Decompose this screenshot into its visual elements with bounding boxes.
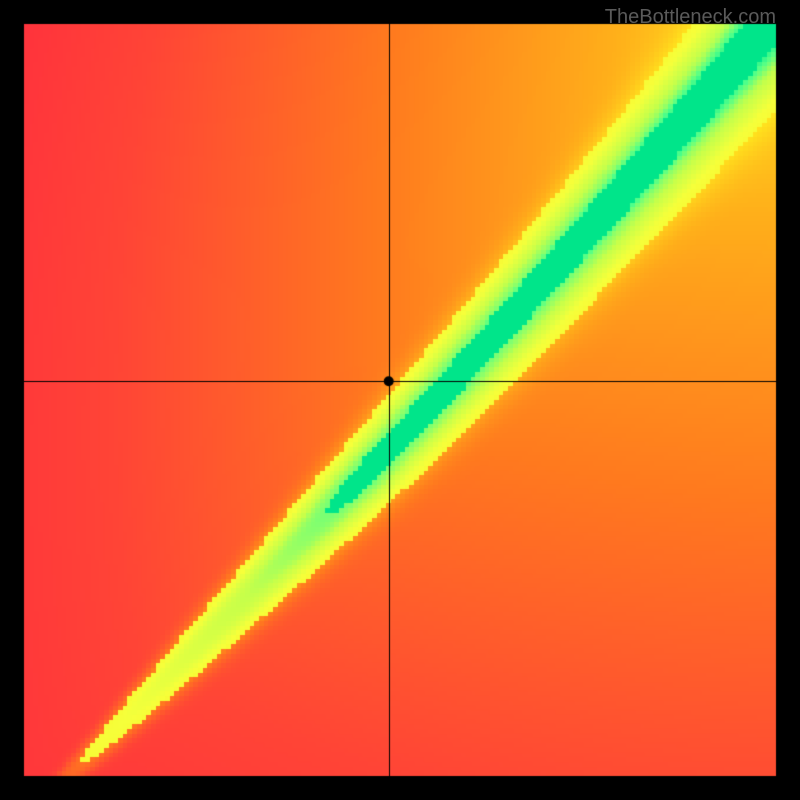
watermark-label: TheBottleneck.com	[605, 6, 776, 29]
chart-container: TheBottleneck.com	[0, 0, 800, 800]
heatmap-canvas	[0, 0, 800, 800]
